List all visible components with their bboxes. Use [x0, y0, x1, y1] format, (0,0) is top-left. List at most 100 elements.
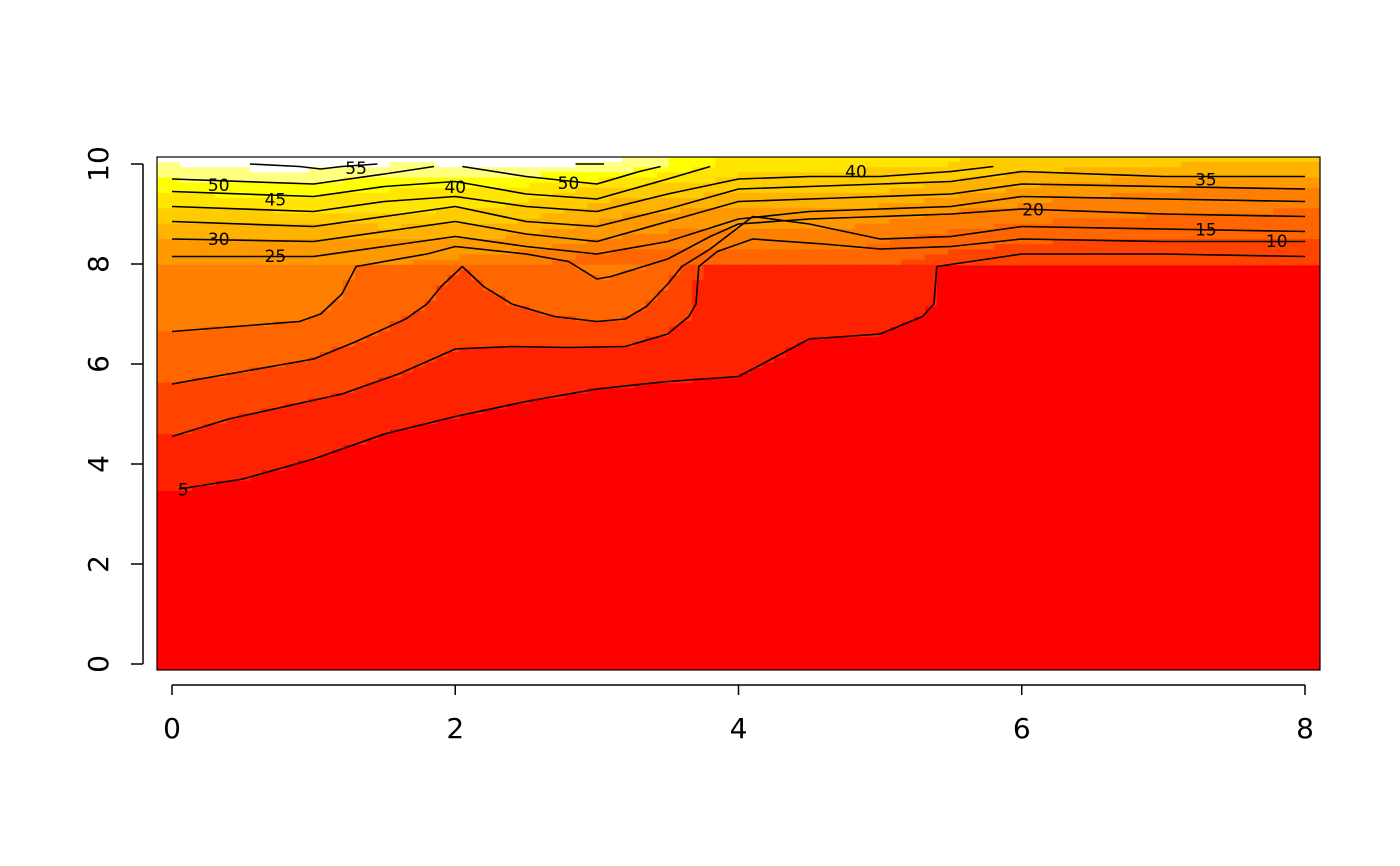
heatmap-cell	[773, 172, 786, 179]
heatmap-cell	[331, 336, 344, 343]
heatmap-cell	[773, 326, 786, 333]
heatmap-cell	[191, 480, 205, 486]
heatmap-cell	[808, 198, 821, 204]
heatmap-cell	[552, 274, 565, 281]
heatmap-cell	[319, 274, 333, 281]
heatmap-cell	[354, 167, 367, 173]
heatmap-cell	[238, 382, 251, 389]
heatmap-cell	[1215, 167, 1228, 173]
heatmap-cell	[343, 208, 356, 215]
heatmap-cell	[668, 280, 681, 286]
heatmap-cell	[819, 167, 833, 173]
heatmap-cell	[517, 351, 530, 358]
heatmap-cell	[215, 341, 228, 348]
heatmap-cell	[354, 274, 367, 281]
heatmap-cell	[203, 316, 216, 322]
heatmap-cell	[226, 351, 240, 358]
heatmap-cell	[401, 269, 414, 276]
heatmap-cell	[1087, 228, 1100, 235]
heatmap-cell	[296, 269, 309, 276]
heatmap-cell	[343, 346, 356, 353]
heatmap-cell	[796, 157, 809, 163]
heatmap-cell	[424, 362, 437, 368]
heatmap-cell	[703, 218, 716, 225]
heatmap-cell	[354, 305, 367, 312]
heatmap-cell	[587, 300, 600, 307]
heatmap-cell	[1029, 213, 1042, 220]
heatmap-cell	[866, 208, 879, 215]
heatmap-cell	[1075, 233, 1088, 240]
heatmap-cell	[598, 239, 612, 245]
heatmap-cell	[738, 192, 751, 199]
heatmap-cell	[1273, 223, 1286, 230]
heatmap-cell	[284, 316, 298, 322]
heatmap-cell	[377, 346, 391, 353]
heatmap-cell	[261, 249, 274, 256]
heatmap-cell	[354, 382, 367, 389]
heatmap-cell	[657, 295, 670, 302]
heatmap-cell	[878, 228, 891, 235]
heatmap-cell	[947, 167, 961, 173]
heatmap-cell	[668, 336, 681, 343]
heatmap-cell	[389, 403, 402, 409]
heatmap-cell	[854, 233, 868, 240]
heatmap-cell	[471, 280, 484, 286]
heatmap-cell	[552, 357, 565, 363]
heatmap-cell	[878, 295, 891, 302]
heatmap-cell	[366, 203, 379, 209]
heatmap-cell	[238, 434, 251, 440]
heatmap-cell	[529, 187, 542, 194]
heatmap-cell	[738, 316, 751, 322]
heatmap-cell	[366, 413, 379, 420]
heatmap-cell	[1308, 259, 1320, 266]
heatmap-cell	[412, 310, 426, 317]
heatmap-cell	[1017, 254, 1030, 261]
heatmap-cell	[284, 413, 298, 420]
heatmap-cell	[331, 428, 344, 435]
heatmap-cell	[680, 264, 693, 271]
heatmap-cell	[1273, 249, 1286, 256]
heatmap-cell	[878, 326, 891, 333]
heatmap-cell	[377, 382, 391, 389]
heatmap-cell	[668, 192, 681, 199]
heatmap-cell	[494, 269, 507, 276]
heatmap-cell	[226, 157, 240, 163]
heatmap-cell	[889, 187, 902, 194]
heatmap-cell	[691, 203, 705, 209]
heatmap-cell	[157, 259, 170, 266]
heatmap-cell	[587, 269, 600, 276]
heatmap-cell	[273, 351, 286, 358]
heatmap-cell	[389, 377, 402, 384]
heatmap-cell	[1040, 259, 1054, 266]
heatmap-cell	[1157, 233, 1170, 240]
heatmap-cell	[575, 377, 588, 384]
heatmap-cell	[494, 300, 507, 307]
heatmap-cell	[889, 198, 902, 204]
heatmap-cell	[203, 469, 216, 476]
heatmap-cell	[273, 285, 286, 291]
heatmap-cell	[494, 233, 507, 240]
heatmap-cell	[366, 357, 379, 363]
heatmap-cell	[180, 254, 193, 261]
heatmap-cell	[459, 408, 472, 415]
heatmap-cell	[296, 300, 309, 307]
heatmap-cell	[691, 362, 705, 368]
heatmap-cell	[552, 321, 565, 327]
heatmap-cell	[424, 223, 437, 230]
heatmap-cell	[389, 264, 402, 271]
heatmap-cell	[1203, 167, 1216, 173]
heatmap-cell	[203, 413, 216, 420]
heatmap-cell	[215, 413, 228, 420]
heatmap-cell	[598, 182, 612, 189]
heatmap-cell	[796, 336, 809, 343]
heatmap-cell	[1029, 172, 1042, 179]
heatmap-cell	[494, 316, 507, 322]
heatmap-cell	[610, 182, 623, 189]
heatmap-cell	[436, 228, 449, 235]
heatmap-cell	[598, 326, 612, 333]
heatmap-cell	[459, 157, 472, 163]
heatmap-cell	[505, 321, 519, 327]
heatmap-cell	[366, 259, 379, 266]
heatmap-cell	[250, 244, 263, 250]
heatmap-cell	[226, 439, 240, 445]
